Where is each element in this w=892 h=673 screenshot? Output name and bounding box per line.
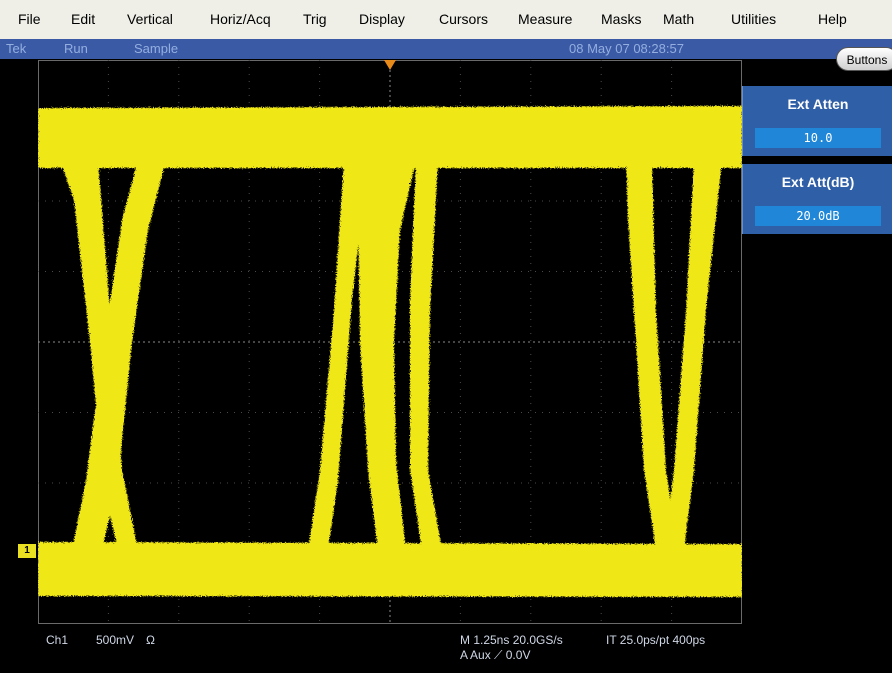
eye-diagram-plot <box>38 60 742 624</box>
menu-masks[interactable]: Masks <box>601 11 642 27</box>
menu-help[interactable]: Help <box>818 11 847 27</box>
menu-file[interactable]: File <box>18 11 41 27</box>
menu-trig[interactable]: Trig <box>303 11 327 27</box>
timebase-readout[interactable]: M 1.25ns 20.0GS/s <box>460 633 563 647</box>
menu-horiz-acq[interactable]: Horiz/Acq <box>210 11 271 27</box>
date-time: 08 May 07 08:28:57 <box>569 41 684 56</box>
buttons-button[interactable]: Buttons <box>836 47 892 71</box>
ext-atten-label: Ext Atten <box>787 96 849 112</box>
menu-cursors[interactable]: Cursors <box>439 11 489 27</box>
menu-utilities[interactable]: Utilities <box>731 11 777 27</box>
ext-att-db-control[interactable]: Ext Att(dB) 20.0dB <box>742 164 892 234</box>
run-state: Run <box>64 41 88 56</box>
eye-trace <box>38 106 742 597</box>
trigger-position-marker[interactable] <box>384 60 396 70</box>
menu-bar: File Edit Vertical Horiz/Acq Trig Displa… <box>0 0 892 40</box>
ext-atten-value-field[interactable]: 10.0 <box>755 128 881 148</box>
ext-att-db-value-field[interactable]: 20.0dB <box>755 206 881 226</box>
acquisition-mode: Sample <box>134 41 179 56</box>
vertical-scale-readout[interactable]: 500mV <box>96 633 135 647</box>
trigger-readout[interactable]: A Aux ⟋ 0.0V <box>460 648 531 662</box>
ext-att-db-label: Ext Att(dB) <box>781 174 855 190</box>
channel1-reference-marker[interactable]: 1 <box>18 544 36 558</box>
menu-measure[interactable]: Measure <box>518 11 573 27</box>
menu-display[interactable]: Display <box>359 11 405 27</box>
status-bar: Tek Run Sample 08 May 07 08:28:57 <box>0 39 892 59</box>
waveform-display[interactable] <box>38 60 742 624</box>
channel-readout[interactable]: Ch1 <box>46 633 69 647</box>
control-side-panel: Ext Atten 10.0 Ext Att(dB) 20.0dB <box>742 78 892 673</box>
ext-atten-control[interactable]: Ext Atten 10.0 <box>742 86 892 156</box>
menu-vertical[interactable]: Vertical <box>127 11 173 27</box>
interpolation-readout: IT 25.0ps/pt 400ps <box>606 633 706 647</box>
menu-edit[interactable]: Edit <box>71 11 96 27</box>
coupling-readout: Ω <box>146 633 155 647</box>
brand-label: Tek <box>6 41 27 56</box>
menu-math[interactable]: Math <box>663 11 695 27</box>
